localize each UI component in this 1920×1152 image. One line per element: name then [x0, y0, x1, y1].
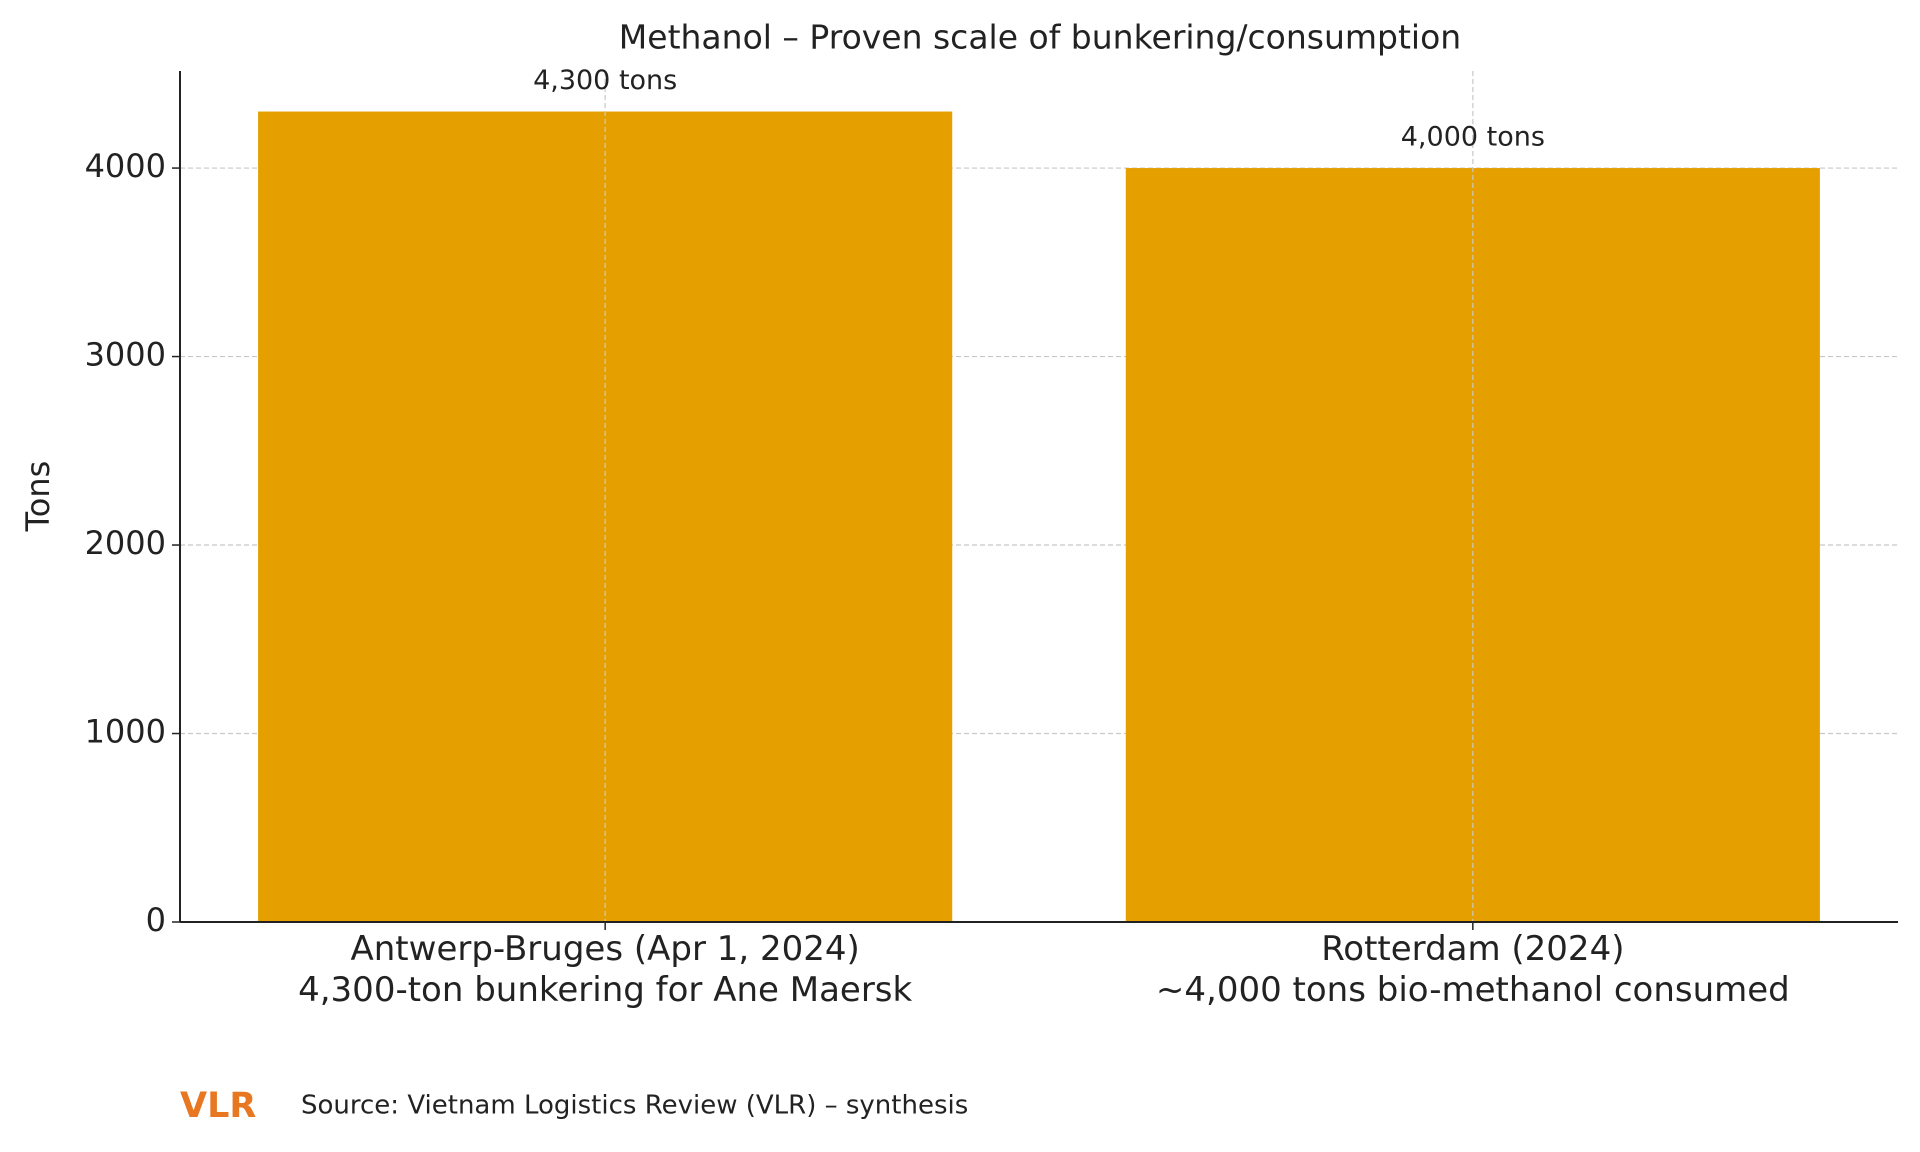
value-label: 4,300 tons: [533, 65, 677, 96]
y-tick-label: 4000: [85, 147, 166, 185]
x-tick-label: Antwerp-Bruges (Apr 1, 2024) 4,300-ton bu…: [298, 929, 912, 1010]
x-tick-label: Rotterdam (2024) ~4,000 tons bio-methanol…: [1156, 929, 1790, 1010]
y-tick-label: 0: [146, 901, 166, 939]
value-label: 4,000 tons: [1401, 122, 1545, 153]
y-tick-label: 1000: [85, 713, 166, 751]
source-note: Source: Vietnam Logistics Review (VLR) –…: [301, 1091, 968, 1121]
chart-title: Methanol – Proven scale of bunkering/con…: [619, 18, 1461, 57]
logo: VLR: [180, 1086, 256, 1126]
y-tick-label: 3000: [85, 336, 166, 374]
y-tick-label: 2000: [85, 524, 166, 562]
y-axis-label: Tons: [19, 461, 57, 533]
